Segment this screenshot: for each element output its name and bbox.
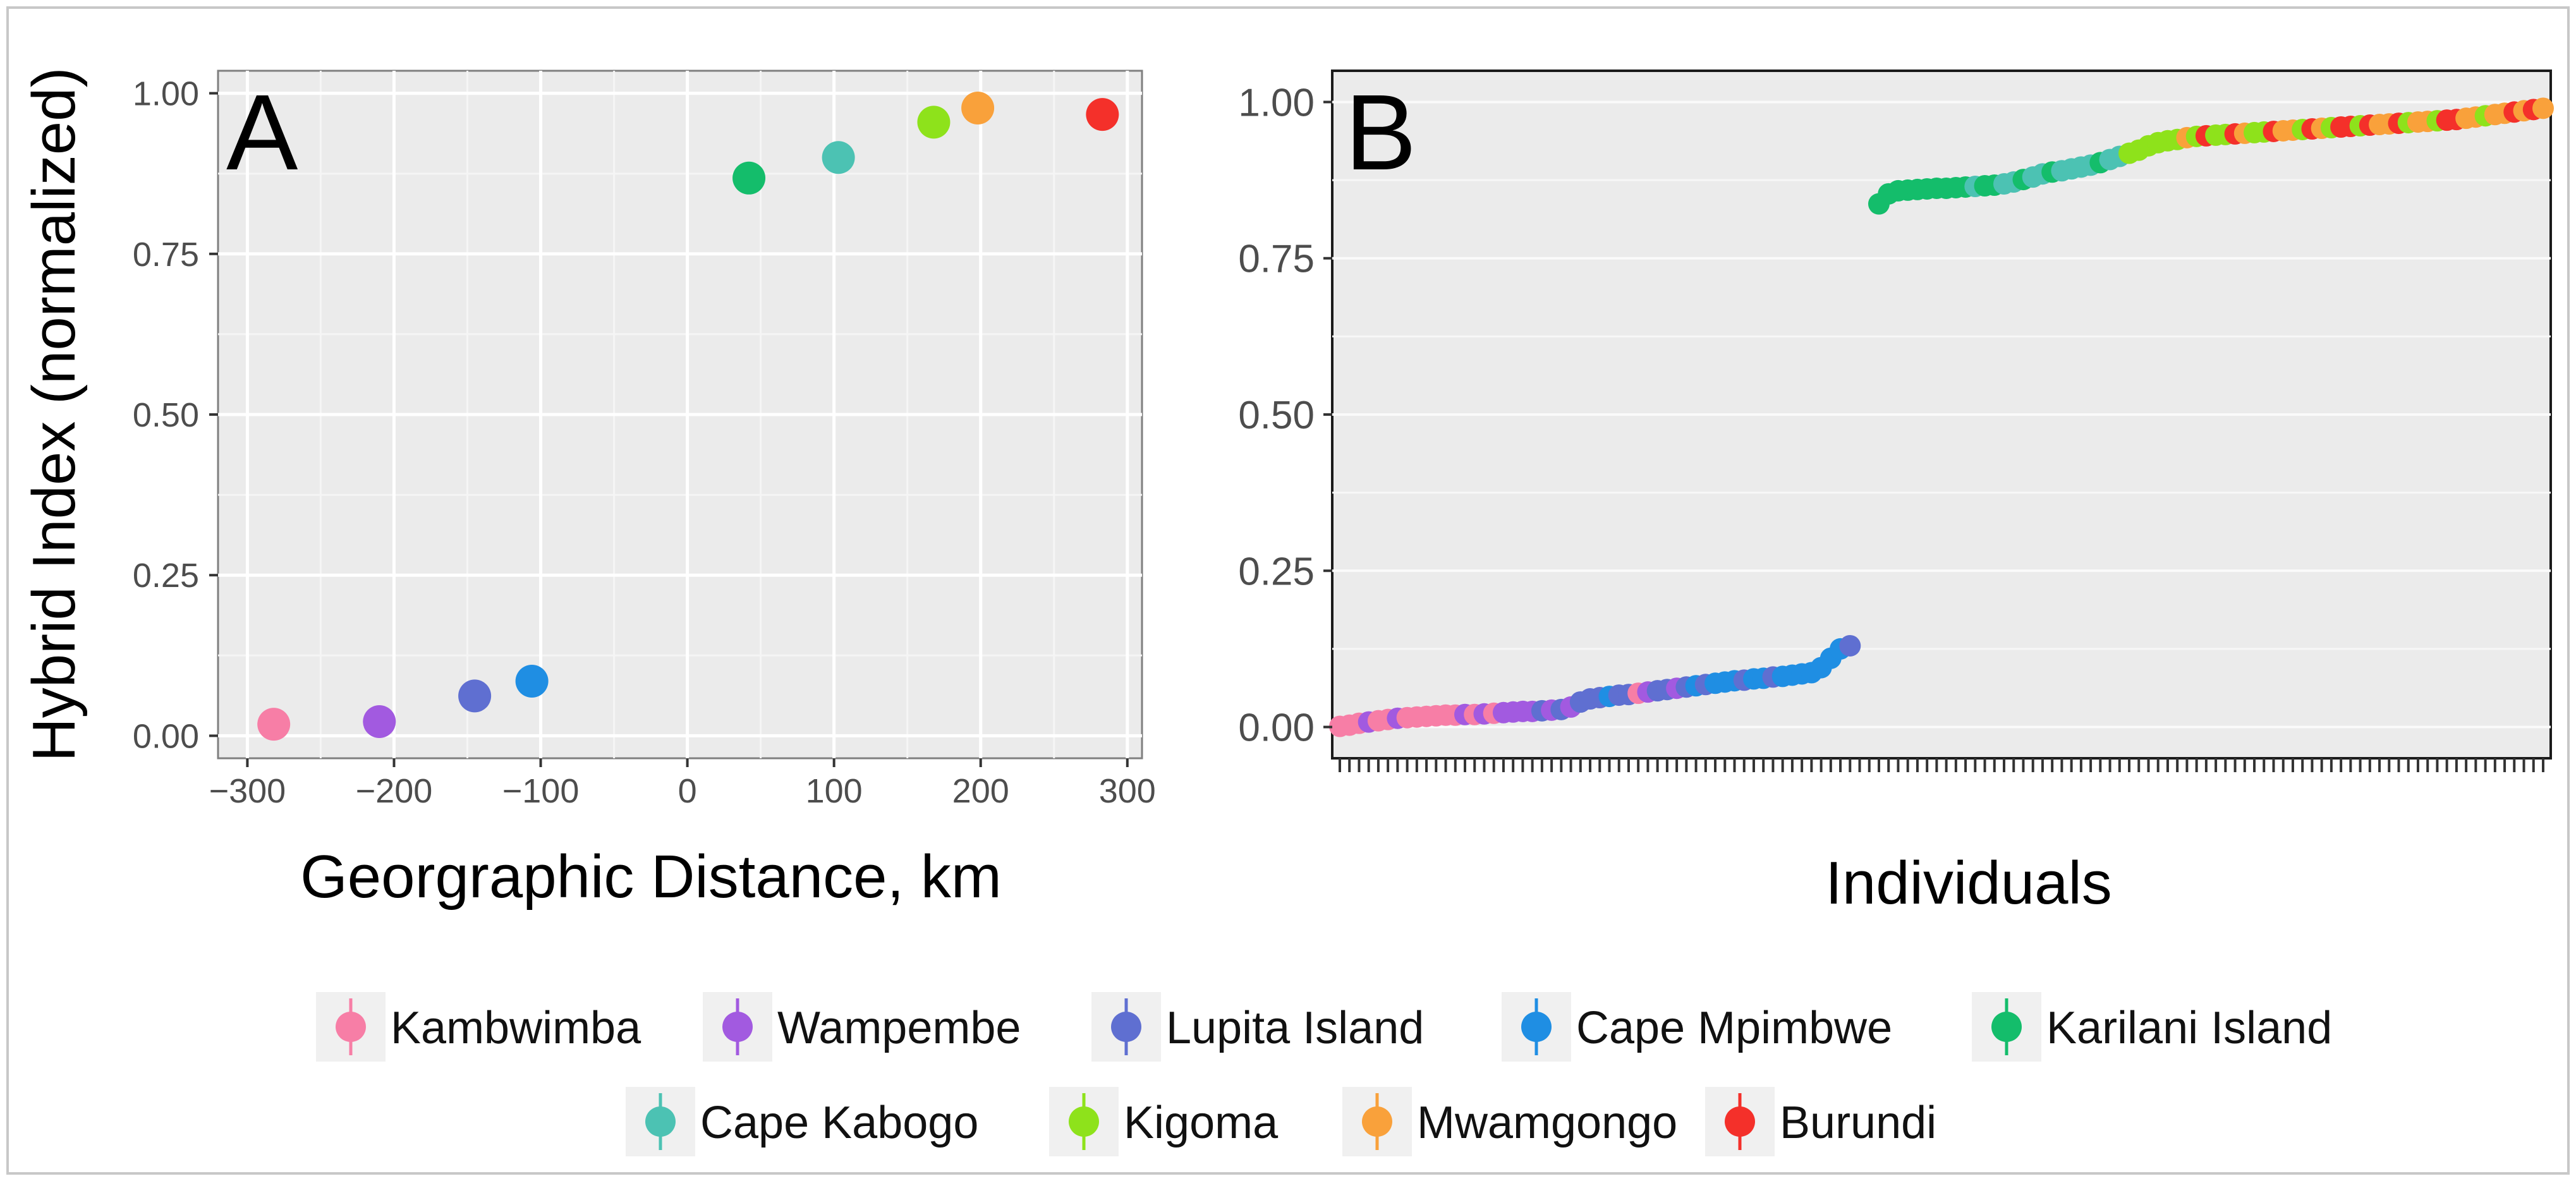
panel-b-x-axis-title: Individuals xyxy=(1825,849,2112,917)
panel-a-point xyxy=(1086,98,1119,131)
panel-b-y-tick-label: 0.00 xyxy=(1238,706,1315,750)
panel-a-x-tick-label: 100 xyxy=(806,772,863,810)
legend-item: Lupita Island xyxy=(1091,992,1424,1062)
panel-a-y-tick-label: 0.50 xyxy=(133,396,199,434)
panel-b-y-tick-label: 0.50 xyxy=(1238,394,1315,437)
legend-item-label: Cape Kabogo xyxy=(700,1098,978,1148)
panel-b-y-tick-label: 1.00 xyxy=(1238,81,1315,124)
panel-a-point xyxy=(458,679,492,713)
panel-a-label: A xyxy=(226,73,298,193)
legend-item: Kambwimba xyxy=(316,992,641,1062)
legend-item-label: Karilani Island xyxy=(2046,1003,2332,1053)
legend-item-label: Wampembe xyxy=(777,1003,1021,1053)
panel-a-y-tick-label: 0.25 xyxy=(133,557,199,595)
panel-a-y-tick-label: 0.00 xyxy=(133,717,199,755)
legend-item-label: Kigoma xyxy=(1124,1098,1279,1148)
legend-key-dot xyxy=(1111,1012,1141,1042)
legend-item-label: Lupita Island xyxy=(1166,1003,1424,1053)
panel-a-point xyxy=(917,106,951,139)
legend-key-dot xyxy=(722,1012,753,1042)
panel-b-y-tick-label: 0.75 xyxy=(1238,238,1315,281)
panel-a-y-axis-title: Hybrid Index (normalized) xyxy=(20,67,88,761)
legend-item: Karilani Island xyxy=(1972,992,2332,1062)
legend-key-dot xyxy=(645,1106,676,1137)
panel-a-point xyxy=(822,141,855,174)
legend-key-dot xyxy=(1521,1012,1552,1042)
legend-item: Mwamgongo xyxy=(1342,1087,1677,1156)
panel-b-point xyxy=(2532,97,2554,119)
legend-item: Wampembe xyxy=(703,992,1021,1062)
panel-a-chart: −300 −200 −100 0 100 200 300 0.00 0.25 0.50 0.75 1… xyxy=(20,67,1156,911)
panel-a-point xyxy=(732,161,766,195)
panel-b-y-tick-label: 0.25 xyxy=(1238,550,1315,593)
panel-a-x-tick-label: −100 xyxy=(502,772,580,810)
legend-item: Cape Kabogo xyxy=(626,1087,978,1156)
legend-item: Burundi xyxy=(1705,1087,1936,1156)
panel-a-point xyxy=(961,91,995,124)
panel-a-y-tick-label: 0.75 xyxy=(133,236,199,274)
panel-a-x-tick-label: −300 xyxy=(209,772,286,810)
legend-item-label: Burundi xyxy=(1780,1098,1936,1148)
legend-key-dot xyxy=(1069,1106,1099,1137)
legend-item-label: Cape Mpimbwe xyxy=(1576,1003,1892,1053)
panel-a-x-tick-label: −200 xyxy=(356,772,433,810)
panel-b-chart: 0.00 0.25 0.50 0.75 1.00 B Individuals xyxy=(1238,70,2554,917)
panel-a-point xyxy=(515,664,549,698)
legend-item-label: Mwamgongo xyxy=(1417,1098,1677,1148)
panel-a-point xyxy=(363,705,396,739)
legend-key-dot xyxy=(1725,1106,1755,1137)
panel-b-point xyxy=(1839,634,1861,657)
panel-a-x-tick-label: 300 xyxy=(1099,772,1156,810)
legend-key-dot xyxy=(336,1012,366,1042)
legend-item: Cape Mpimbwe xyxy=(1502,992,1892,1062)
panel-a-x-tick-label: 200 xyxy=(952,772,1009,810)
legend-key-dot xyxy=(1991,1012,2022,1042)
legend-item: Kigoma xyxy=(1049,1087,1279,1156)
legend-item-label: Kambwimba xyxy=(391,1003,641,1053)
panel-a-x-tick-label: 0 xyxy=(678,772,697,810)
panel-a-x-axis-title: Georgraphic Distance, km xyxy=(300,843,1002,911)
panel-b-label: B xyxy=(1345,73,1416,193)
legend-key-dot xyxy=(1362,1106,1392,1137)
legend: Kambwimba Wampembe Lupita Island Cape Mpimb… xyxy=(316,992,2332,1156)
panel-a-y-tick-label: 1.00 xyxy=(133,75,199,113)
panel-a-point xyxy=(257,708,291,741)
